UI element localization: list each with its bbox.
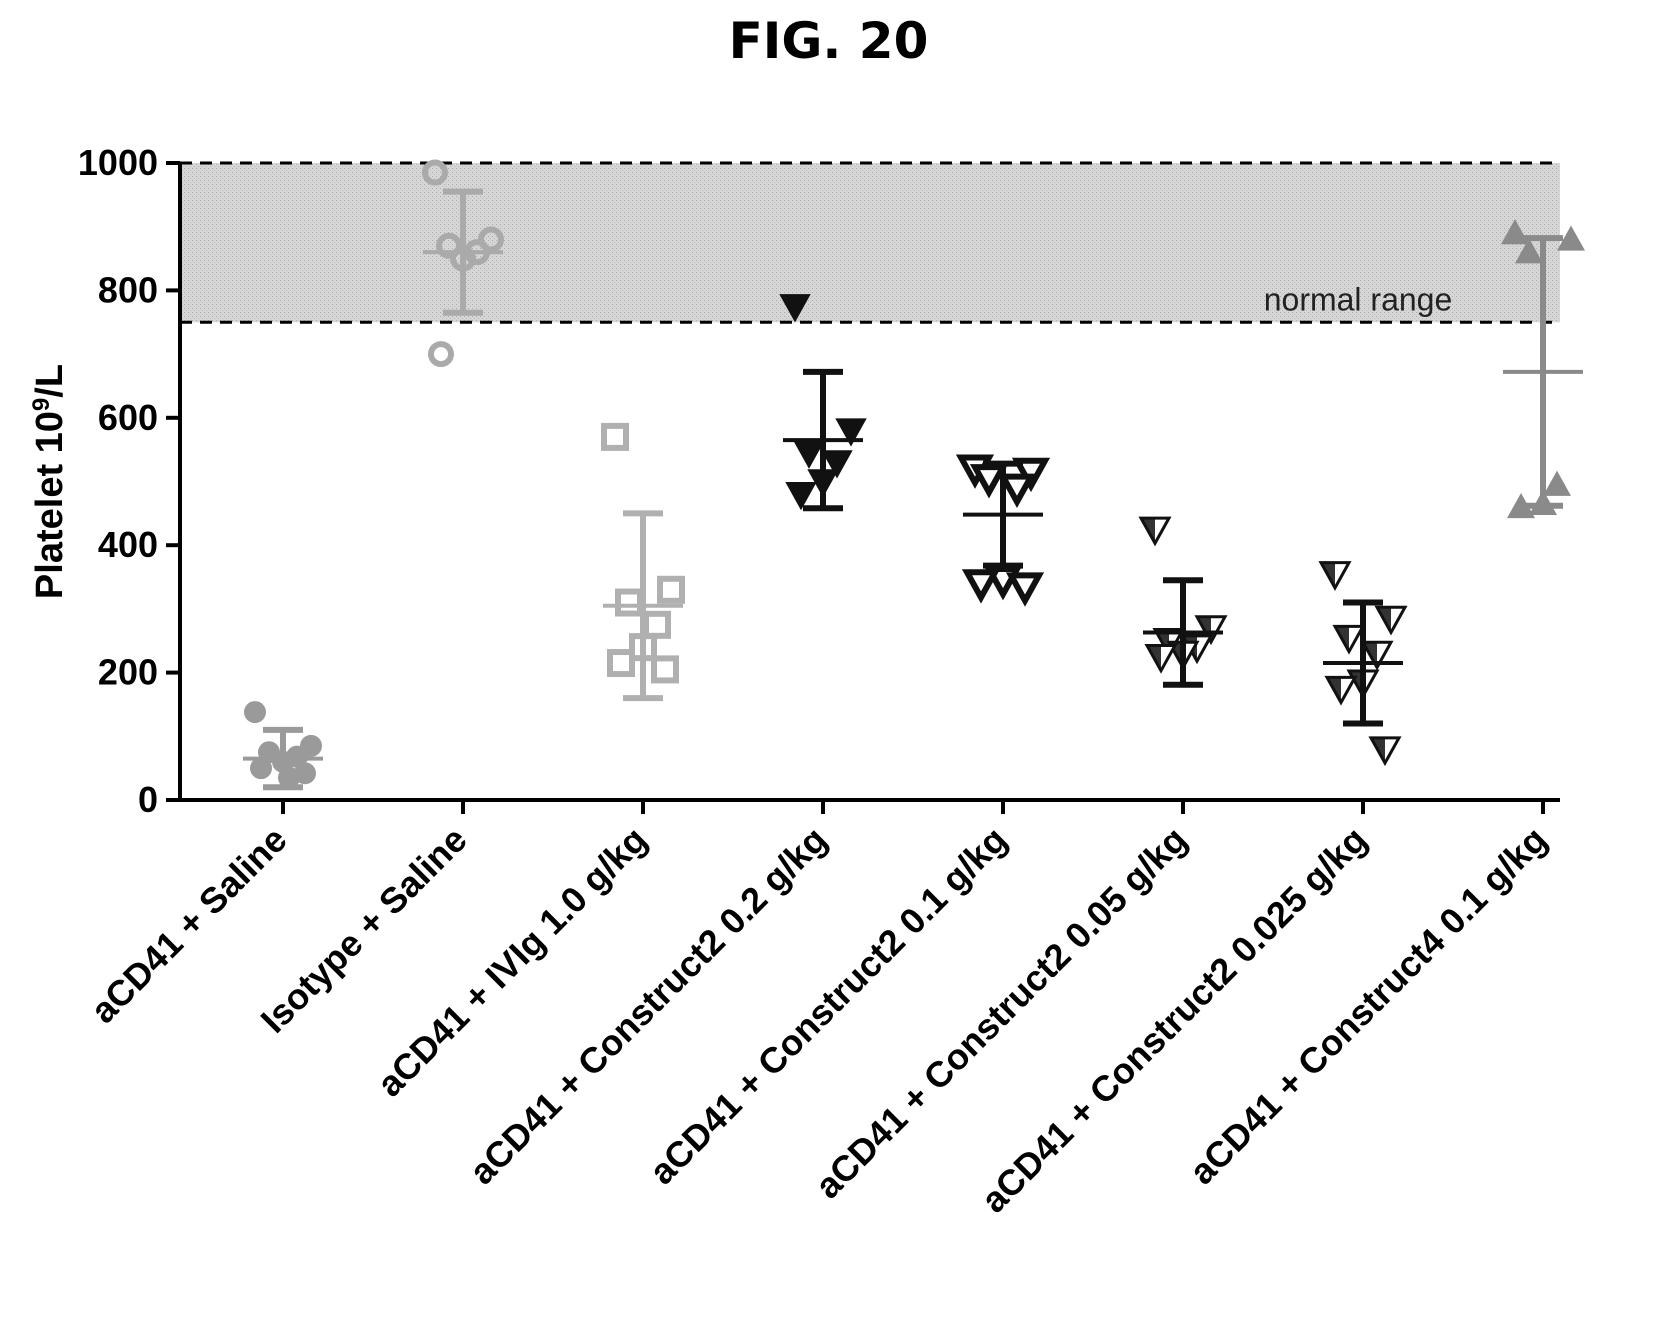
data-point: [835, 418, 867, 447]
x-category-label: aCD41 + Construct2 0.05 g/kg: [807, 819, 1195, 1207]
group-4: [779, 294, 867, 512]
y-tick-label: 800: [98, 269, 158, 310]
data-point: [793, 440, 825, 469]
data-point: [1360, 640, 1394, 671]
group-3: [601, 422, 685, 702]
axis-layer: [166, 161, 1560, 814]
data-point: [779, 294, 811, 323]
x-category-label: aCD41 + Construct2 0.1 g/kg: [641, 819, 1014, 1192]
data-point: [436, 232, 462, 259]
data-point: [1374, 605, 1408, 636]
normal-range-label: normal range: [1264, 281, 1453, 317]
group-1: [243, 701, 323, 791]
x-category-label: aCD41 + Construct2 0.2 g/kg: [461, 819, 834, 1192]
data-point: [601, 422, 629, 451]
data-point: [1515, 238, 1543, 264]
data-point: [1324, 675, 1358, 706]
group-8: [1501, 219, 1585, 519]
data-point: [657, 575, 685, 604]
normal-range-band-layer: [180, 161, 1560, 324]
group-5: [955, 454, 1051, 607]
group-6: [1138, 516, 1228, 688]
y-tick-label: 600: [98, 397, 158, 438]
group-2: [422, 159, 504, 368]
data-point: [1011, 457, 1051, 493]
data-point: [1005, 572, 1045, 607]
data-point: [422, 159, 448, 186]
data-point: [969, 464, 1009, 499]
data-layer: [243, 159, 1585, 791]
x-category-label: aCD41 + Construct4 0.1 g/kg: [1181, 819, 1554, 1192]
data-point: [1144, 643, 1178, 674]
x-category-label: aCD41 + Saline: [82, 819, 294, 1031]
y-tick-label: 0: [138, 779, 158, 820]
data-point: [1507, 492, 1535, 519]
data-point: [785, 482, 817, 511]
data-point: [1318, 561, 1352, 591]
x-category-label: aCD41 + Construct2 0.025 g/kg: [973, 819, 1375, 1221]
data-point: [428, 341, 454, 368]
data-point: [643, 610, 671, 639]
data-point: [1194, 615, 1228, 646]
data-point: [250, 757, 272, 780]
data-point: [1543, 470, 1571, 496]
data-point: [651, 655, 679, 684]
y-tick-label: 400: [98, 524, 158, 565]
data-point: [821, 450, 853, 479]
data-point: [1557, 225, 1585, 251]
data-point: [961, 569, 1001, 604]
data-point: [1368, 736, 1402, 767]
figure-title: FIG. 20: [728, 12, 929, 70]
data-point: [607, 649, 635, 678]
data-point: [478, 226, 504, 253]
data-point: [1332, 624, 1366, 655]
data-point: [615, 588, 643, 617]
group-7: [1318, 561, 1408, 767]
data-point: [1138, 516, 1172, 547]
normal-range-band: [180, 163, 1560, 323]
y-axis-label: Platelet 109/L: [28, 364, 72, 599]
data-point: [997, 473, 1037, 509]
y-tick-label: 200: [98, 652, 158, 693]
data-point: [1501, 219, 1529, 245]
data-point: [244, 701, 266, 724]
y-tick-label: 1000: [78, 142, 158, 183]
